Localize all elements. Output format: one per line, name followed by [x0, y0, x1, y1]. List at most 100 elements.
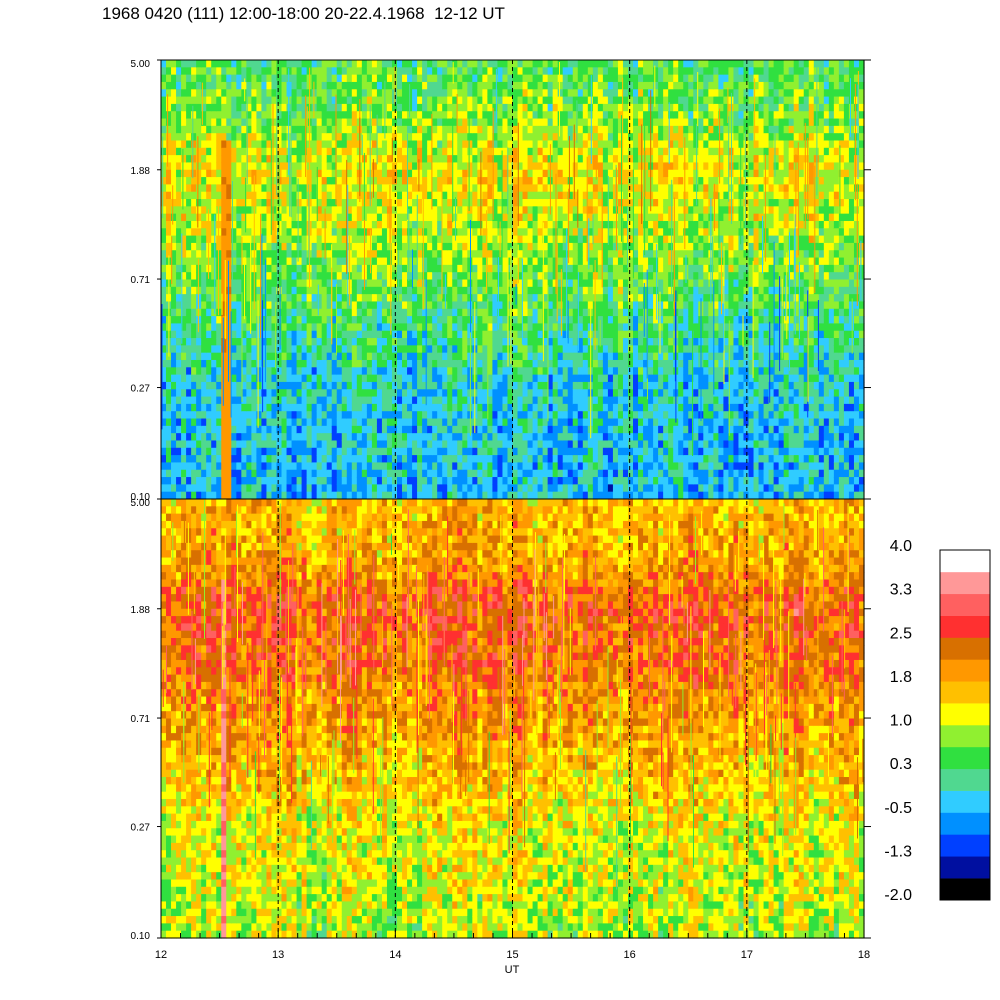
heatmap-cell: [392, 397, 398, 405]
heatmap-cell: [482, 309, 488, 317]
heatmap-cell: [226, 206, 232, 214]
heatmap-cell: [402, 243, 408, 251]
heatmap-cell: [201, 316, 207, 324]
heatmap-cell: [563, 184, 569, 192]
heatmap-cell: [287, 67, 293, 75]
heatmap-cell: [201, 126, 207, 134]
heatmap-cell: [201, 192, 207, 200]
heatmap-cell: [206, 287, 212, 295]
heatmap-cell: [181, 382, 187, 390]
heatmap-cell: [377, 309, 383, 317]
heatmap-cell: [216, 455, 222, 463]
heatmap-cell: [322, 155, 328, 163]
heatmap-cell: [327, 419, 333, 427]
heatmap-cell: [402, 367, 408, 375]
heatmap-cell: [367, 484, 373, 492]
heatmap-cell: [352, 82, 358, 90]
heatmap-cell: [362, 338, 368, 346]
heatmap-cell: [487, 75, 493, 83]
heatmap-cell: [251, 60, 257, 68]
heatmap-cell: [412, 323, 418, 331]
heatmap-cell: [271, 411, 277, 419]
heatmap-cell: [482, 177, 488, 185]
heatmap-cell: [211, 338, 217, 346]
heatmap-cell: [452, 462, 458, 470]
heatmap-cell: [397, 492, 403, 500]
heatmap-cell: [362, 397, 368, 405]
heatmap-cell: [472, 75, 478, 83]
heatmap-cell: [196, 470, 202, 478]
heatmap-cell: [357, 323, 363, 331]
heatmap-cell: [186, 440, 192, 448]
heatmap-cell: [427, 389, 433, 397]
heatmap-cell: [427, 228, 433, 236]
heatmap-cell: [422, 170, 428, 178]
heatmap-cell: [543, 411, 549, 419]
heatmap-cell: [482, 433, 488, 441]
heatmap-cell: [462, 345, 468, 353]
heatmap-cell: [181, 345, 187, 353]
heatmap-cell: [432, 148, 438, 156]
heatmap-cell: [523, 60, 529, 68]
heatmap-cell: [161, 294, 167, 302]
heatmap-cell: [513, 294, 519, 302]
heatmap-cell: [367, 492, 373, 500]
heatmap-cell: [387, 382, 393, 390]
heatmap-cell: [186, 448, 192, 456]
heatmap-cell: [276, 455, 282, 463]
heatmap-cell: [261, 133, 267, 141]
heatmap-cell: [191, 199, 197, 207]
heatmap-cell: [292, 148, 298, 156]
heatmap-cell: [392, 309, 398, 317]
heatmap-cell: [432, 389, 438, 397]
heatmap-cell: [236, 397, 242, 405]
heatmap-cell: [497, 82, 503, 90]
heatmap-cell: [573, 448, 579, 456]
heatmap-cell: [397, 477, 403, 485]
heatmap-cell: [558, 323, 564, 331]
heatmap-cell: [211, 82, 217, 90]
heatmap-cell: [417, 221, 423, 229]
heatmap-cell: [191, 294, 197, 302]
heatmap-cell: [387, 345, 393, 353]
heatmap-cell: [523, 426, 529, 434]
heatmap-cell: [292, 250, 298, 258]
heatmap-cell: [548, 104, 554, 112]
heatmap-cell: [523, 148, 529, 156]
heatmap-cell: [191, 353, 197, 361]
heatmap-cell: [372, 323, 378, 331]
heatmap-cell: [462, 448, 468, 456]
heatmap-cell: [412, 353, 418, 361]
heatmap-cell: [211, 250, 217, 258]
heatmap-cell: [518, 236, 524, 244]
heatmap-cell: [502, 301, 508, 309]
heatmap-cell: [302, 140, 308, 148]
heatmap-cell: [211, 470, 217, 478]
heatmap-cell: [206, 389, 212, 397]
heatmap-cell: [462, 97, 468, 105]
heatmap-cell: [487, 280, 493, 288]
heatmap-cell: [266, 75, 272, 83]
heatmap-cell: [437, 484, 443, 492]
heatmap-cell: [261, 477, 267, 485]
heatmap-cell: [543, 206, 549, 214]
heatmap-cell: [201, 236, 207, 244]
heatmap-cell: [367, 126, 373, 134]
heatmap-cell: [367, 419, 373, 427]
heatmap-cell: [347, 433, 353, 441]
heatmap-cell: [377, 126, 383, 134]
heatmap-cell: [171, 404, 177, 412]
heatmap-cell: [477, 492, 483, 500]
heatmap-cell: [186, 316, 192, 324]
heatmap-cell: [211, 67, 217, 75]
heatmap-cell: [276, 104, 282, 112]
heatmap-cell: [452, 411, 458, 419]
heatmap-cell: [513, 170, 519, 178]
heatmap-cell: [427, 287, 433, 295]
heatmap-cell: [276, 148, 282, 156]
heatmap-cell: [502, 382, 508, 390]
heatmap-cell: [523, 382, 529, 390]
heatmap-cell: [241, 119, 247, 127]
heatmap-cell: [452, 250, 458, 258]
heatmap-cell: [266, 301, 272, 309]
